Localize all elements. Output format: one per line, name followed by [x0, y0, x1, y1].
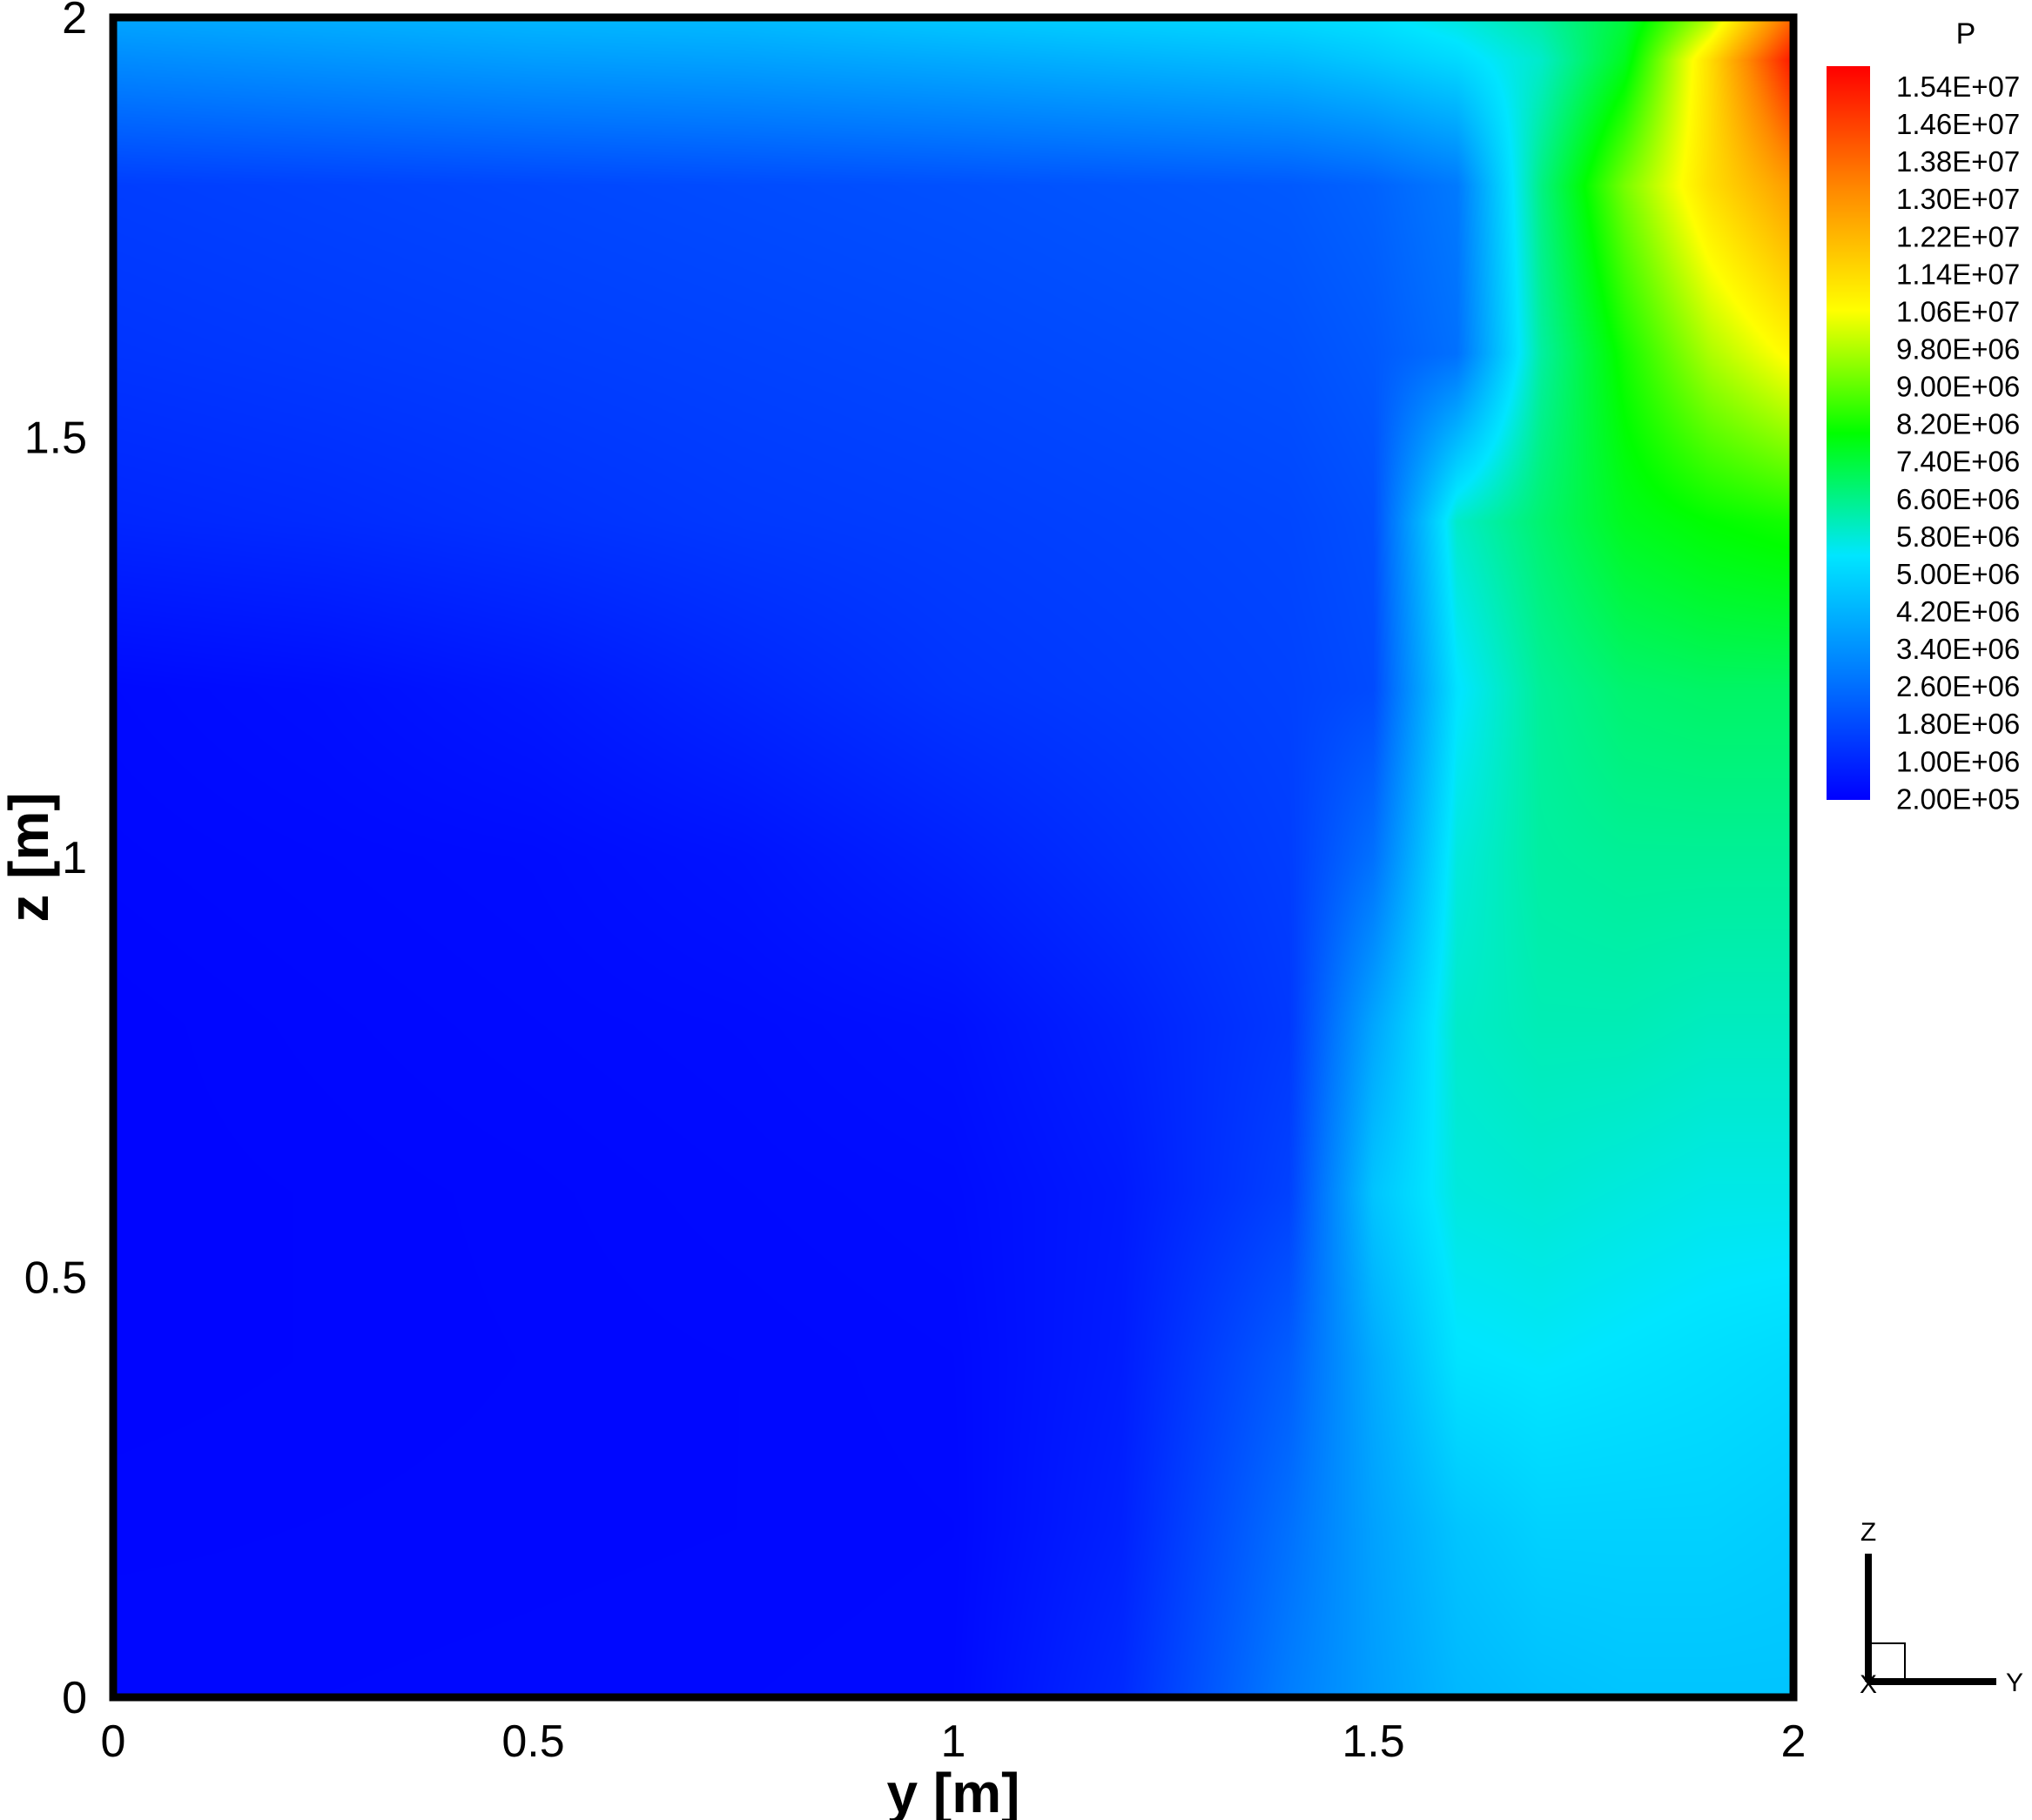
- colorbar-level-label: 1.46E+07: [1896, 108, 2020, 140]
- axis-triad: Z Y X: [1860, 1518, 2023, 1699]
- x-axis-title: y [m]: [887, 1762, 1020, 1820]
- triad-y-label: Y: [2006, 1669, 2023, 1697]
- colorbar-level-label: 4.20E+06: [1896, 595, 2020, 628]
- colorbar-level-label: 1.38E+07: [1896, 145, 2020, 178]
- y-tick-label: 0: [62, 1673, 87, 1723]
- plot-frame: [109, 13, 1798, 1702]
- triad-x-label: X: [1860, 1670, 1877, 1699]
- colorbar-level-label: 1.06E+07: [1896, 295, 2020, 327]
- colorbar-level-label: 1.22E+07: [1896, 220, 2020, 252]
- colorbar-level-label: 8.20E+06: [1896, 408, 2020, 440]
- colorbar: P 1.54E+07 1.46E+07 1.38E+07 1.30E+07 1.22E+…: [1827, 17, 2020, 815]
- triad-z-label: Z: [1860, 1518, 1876, 1547]
- x-tick-label: 1: [941, 1716, 966, 1767]
- y-axis-ticks: 0 0.5 1 1.5 2: [24, 0, 87, 1723]
- colorbar-level-label: 9.00E+06: [1896, 371, 2020, 403]
- colorbar-level-label: 3.40E+06: [1896, 633, 2020, 665]
- contour-field: [113, 17, 1793, 1697]
- colorbar-level-label: 1.00E+06: [1896, 745, 2020, 777]
- colorbar-level-label: 7.40E+06: [1896, 446, 2020, 478]
- colorbar-level-label: 5.00E+06: [1896, 558, 2020, 590]
- colorbar-level-label: 2.00E+05: [1896, 782, 2020, 815]
- colorbar-level-label: 9.80E+06: [1896, 332, 2020, 365]
- x-tick-label: 0: [101, 1716, 126, 1767]
- y-tick-label: 0.5: [24, 1253, 87, 1304]
- colorbar-ramp: [1827, 66, 1870, 800]
- x-tick-label: 0.5: [501, 1716, 564, 1767]
- colorbar-level-label: 2.60E+06: [1896, 670, 2020, 702]
- y-tick-label: 1.5: [24, 413, 87, 464]
- colorbar-level-label: 1.80E+06: [1896, 708, 2020, 740]
- y-axis-title: z [m]: [0, 792, 60, 922]
- colorbar-title: P: [1956, 17, 1976, 50]
- colorbar-level-label: 5.80E+06: [1896, 520, 2020, 553]
- y-tick-label: 1: [62, 833, 87, 883]
- x-tick-label: 2: [1781, 1716, 1807, 1767]
- triad-x-box: [1867, 1642, 1906, 1681]
- x-axis-ticks: 0 0.5 1 1.5 2: [101, 1716, 1807, 1767]
- colorbar-labels: 1.54E+07 1.46E+07 1.38E+07 1.30E+07 1.22E+07…: [1896, 71, 2020, 815]
- colorbar-level-label: 6.60E+06: [1896, 483, 2020, 515]
- colorbar-level-label: 1.54E+07: [1896, 71, 2020, 103]
- y-tick-label: 2: [62, 0, 87, 44]
- colorbar-level-label: 1.30E+07: [1896, 183, 2020, 215]
- colorbar-level-label: 1.14E+07: [1896, 258, 2020, 290]
- x-tick-label: 1.5: [1342, 1716, 1404, 1767]
